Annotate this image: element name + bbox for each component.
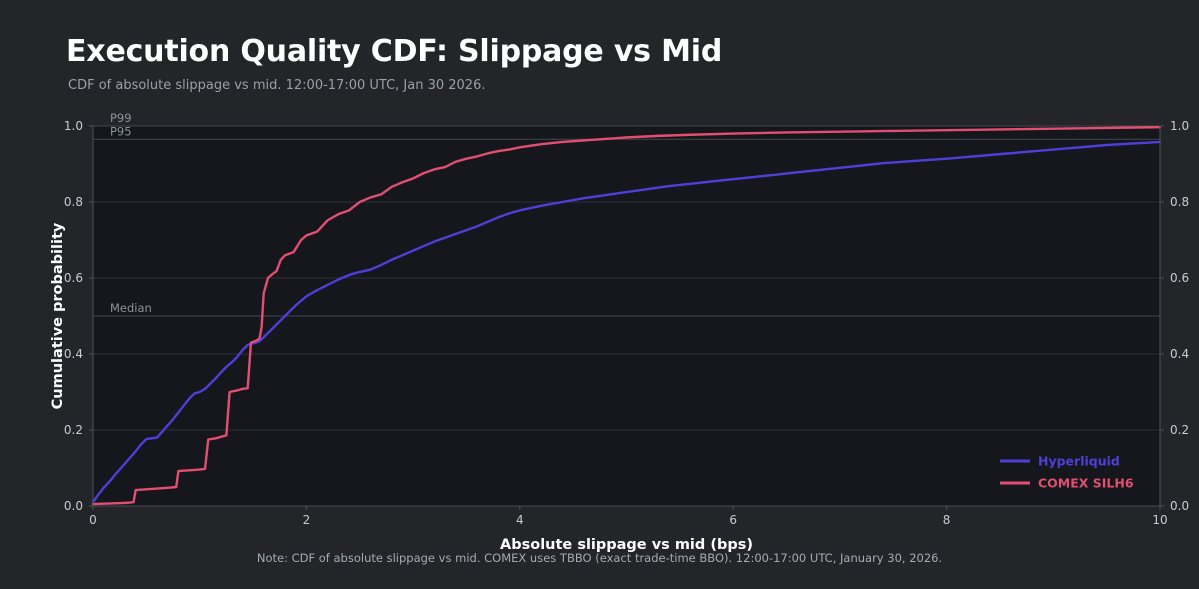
y-tick-label-right: 0.2	[1170, 423, 1189, 437]
series-line	[91, 125, 1162, 506]
x-tick-label: 4	[516, 513, 524, 527]
series-line	[91, 140, 1162, 504]
y-tick-label-left: 1.0	[64, 119, 83, 133]
y-tick-label-left: 0.8	[64, 195, 83, 209]
chart-legend[interactable]: Hyperliquid COMEX SILH6	[1000, 454, 1134, 491]
x-tick-label: 10	[1152, 513, 1167, 527]
y-tick-label-left: 0.4	[64, 347, 83, 361]
y-tick-label-right: 0.4	[1170, 347, 1189, 361]
x-tick-label: 8	[943, 513, 951, 527]
annotation-label: P99	[110, 111, 132, 125]
y-tick-label-right: 0.0	[1170, 499, 1189, 513]
chart-footnote: Note: CDF of absolute slippage vs mid. C…	[256, 551, 943, 565]
x-tick-label: 2	[303, 513, 311, 527]
y-tick-label-right: 1.0	[1170, 119, 1189, 133]
y-tick-label-right: 0.8	[1170, 195, 1189, 209]
annotation-label: Median	[110, 301, 152, 315]
x-tick-label: 0	[89, 513, 97, 527]
y-tick-label-right: 0.6	[1170, 271, 1189, 285]
y-tick-label-left: 0.0	[64, 499, 83, 513]
x-tick-label: 6	[729, 513, 737, 527]
series-lines	[91, 125, 1162, 506]
legend-label[interactable]: Hyperliquid	[1038, 454, 1120, 469]
y-tick-label-left: 0.2	[64, 423, 83, 437]
page-title: Execution Quality CDF: Slippage vs Mid	[66, 34, 723, 69]
annotation-label: P95	[110, 124, 132, 138]
y-tick-label-left: 0.6	[64, 271, 83, 285]
y-axis-title: Cumulative probability	[50, 222, 66, 409]
axes: 0 2 4 6 8 100.0 0.00.2 0.20.4 0.40.6 0.60.8 0.81.0…	[50, 119, 1189, 553]
x-axis-title: Absolute slippage vs mid (bps)	[500, 537, 753, 553]
legend-label[interactable]: COMEX SILH6	[1038, 476, 1134, 491]
chart-subtitle: CDF of absolute slippage vs mid. 12:00-1…	[68, 78, 486, 93]
